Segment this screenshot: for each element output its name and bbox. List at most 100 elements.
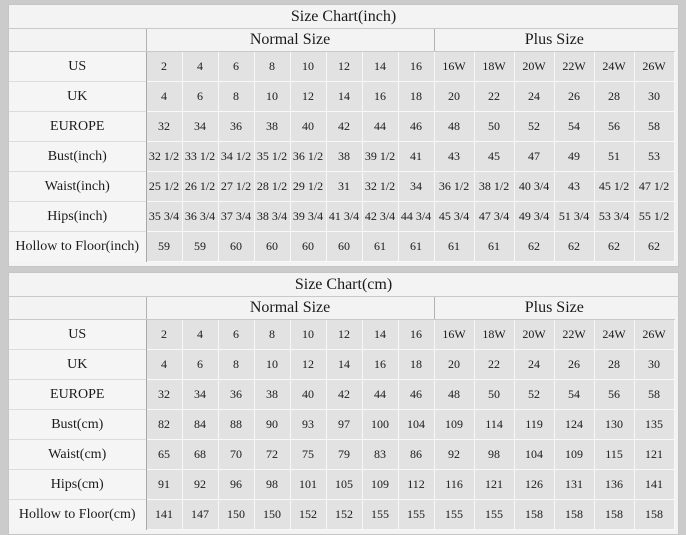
table-row: Hollow to Floor(inch) 59 59 60 60 60 60 61 61 61 6… (9, 231, 675, 262)
size-value-cell: 43 (553, 171, 595, 202)
size-value-cell: 97 (325, 409, 363, 440)
size-value-cell: 44 3/4 (397, 201, 435, 232)
size-value-cell: 65 (145, 439, 183, 470)
size-value-cell: 42 (325, 379, 363, 410)
size-value-cell: 22 (473, 81, 515, 112)
row-header: US (9, 51, 147, 82)
row-header: US (9, 319, 147, 350)
size-value-cell: 38 (253, 111, 291, 142)
column-group-row: Normal Size Plus Size (9, 29, 675, 52)
size-value-cell: 44 (361, 379, 399, 410)
size-value-cell: 10 (253, 349, 291, 380)
size-value-cell: 20 (433, 349, 475, 380)
size-value-cell: 98 (253, 469, 291, 500)
size-value-cell: 44 (361, 111, 399, 142)
size-value-cell: 96 (217, 469, 255, 500)
size-value-cell: 101 (289, 469, 327, 500)
row-header: Bust(inch) (9, 141, 147, 172)
size-chart-cm-title: Size Chart(cm) (9, 273, 678, 297)
size-value-cell: 135 (633, 409, 675, 440)
size-value-cell: 37 3/4 (217, 201, 255, 232)
row-header: Hollow to Floor(cm) (9, 499, 147, 530)
size-value-cell: 46 (397, 379, 435, 410)
size-value-cell: 60 (325, 231, 363, 262)
size-value-cell: 38 (325, 141, 363, 172)
size-value-cell: 39 1/2 (361, 141, 399, 172)
size-value-cell: 26 (553, 349, 595, 380)
size-value-cell: 126 (513, 469, 555, 500)
row-header: Waist(cm) (9, 439, 147, 470)
size-value-cell: 6 (217, 319, 255, 350)
size-value-cell: 147 (181, 499, 219, 530)
size-value-cell: 4 (181, 319, 219, 350)
size-value-cell: 38 3/4 (253, 201, 291, 232)
size-value-cell: 62 (513, 231, 555, 262)
corner-cell (9, 29, 146, 52)
size-value-cell: 32 1/2 (145, 141, 183, 172)
size-value-cell: 79 (325, 439, 363, 470)
size-value-cell: 51 3/4 (553, 201, 595, 232)
size-value-cell: 52 (513, 111, 555, 142)
size-value-cell: 52 (513, 379, 555, 410)
size-value-cell: 20W (513, 319, 555, 350)
size-value-cell: 104 (513, 439, 555, 470)
table-row: EUROPE 32 34 36 38 40 42 44 46 48 50 52 54 56 58 (9, 379, 675, 410)
size-value-cell: 26 (553, 81, 595, 112)
size-value-cell: 25 1/2 (145, 171, 183, 202)
size-value-cell: 8 (217, 349, 255, 380)
size-value-cell: 40 (289, 111, 327, 142)
size-chart-inch-panel: Size Chart(inch) Normal Size Plus Size US 2… (8, 4, 679, 267)
size-value-cell: 158 (633, 499, 675, 530)
size-value-cell: 61 (361, 231, 399, 262)
table-row: Bust(inch) 32 1/2 33 1/2 34 1/2 35 1/2 36 1/2… (9, 141, 675, 172)
table-row: Waist(cm) 65 68 70 72 75 79 83 86 92 98 104 109 115 12… (9, 439, 675, 470)
size-value-cell: 16 (397, 51, 435, 82)
size-value-cell: 39 3/4 (289, 201, 327, 232)
size-value-cell: 83 (361, 439, 399, 470)
size-chart-cm-panel: Size Chart(cm) Normal Size Plus Size US 2 4 6… (8, 272, 679, 535)
size-value-cell: 68 (181, 439, 219, 470)
size-value-cell: 91 (145, 469, 183, 500)
size-value-cell: 12 (325, 51, 363, 82)
table-row: Bust(cm) 82 84 88 90 93 97 100 104 109 114 119 124 13… (9, 409, 675, 440)
size-value-cell: 2 (145, 51, 183, 82)
size-value-cell: 12 (325, 319, 363, 350)
size-value-cell: 61 (473, 231, 515, 262)
column-group-header: Plus Size (433, 297, 675, 320)
size-value-cell: 38 (253, 379, 291, 410)
size-value-cell: 72 (253, 439, 291, 470)
size-value-cell: 109 (553, 439, 595, 470)
size-value-cell: 158 (593, 499, 635, 530)
size-value-cell: 41 3/4 (325, 201, 363, 232)
size-value-cell: 12 (289, 81, 327, 112)
size-value-cell: 46 (397, 111, 435, 142)
table-row: US 2 4 6 8 10 12 14 16 16W 18W 20W 22W 24W 26W (9, 51, 675, 82)
row-header: UK (9, 81, 147, 112)
size-value-cell: 27 1/2 (217, 171, 255, 202)
size-value-cell: 36 3/4 (181, 201, 219, 232)
size-value-cell: 92 (181, 469, 219, 500)
size-value-cell: 50 (473, 379, 515, 410)
size-value-cell: 18W (473, 51, 515, 82)
size-value-cell: 34 1/2 (217, 141, 255, 172)
size-value-cell: 130 (593, 409, 635, 440)
row-header: Hips(inch) (9, 201, 147, 232)
size-value-cell: 29 1/2 (289, 171, 327, 202)
size-value-cell: 90 (253, 409, 291, 440)
row-header: Hips(cm) (9, 469, 147, 500)
table-row: Waist(inch) 25 1/2 26 1/2 27 1/2 28 1/2 29 1/… (9, 171, 675, 202)
table-row: Hips(cm) 91 92 96 98 101 105 109 112 116 121 126 131… (9, 469, 675, 500)
size-value-cell: 36 1/2 (433, 171, 475, 202)
size-value-cell: 124 (553, 409, 595, 440)
size-value-cell: 98 (473, 439, 515, 470)
size-value-cell: 53 (633, 141, 675, 172)
size-value-cell: 141 (145, 499, 183, 530)
size-chart-inch-table: Normal Size Plus Size US 2 4 6 8 10 12 14 16 16W 18W… (9, 29, 675, 262)
size-value-cell: 42 3/4 (361, 201, 399, 232)
size-value-cell: 16W (433, 319, 475, 350)
size-value-cell: 88 (217, 409, 255, 440)
size-value-cell: 16W (433, 51, 475, 82)
size-value-cell: 155 (473, 499, 515, 530)
size-value-cell: 121 (473, 469, 515, 500)
